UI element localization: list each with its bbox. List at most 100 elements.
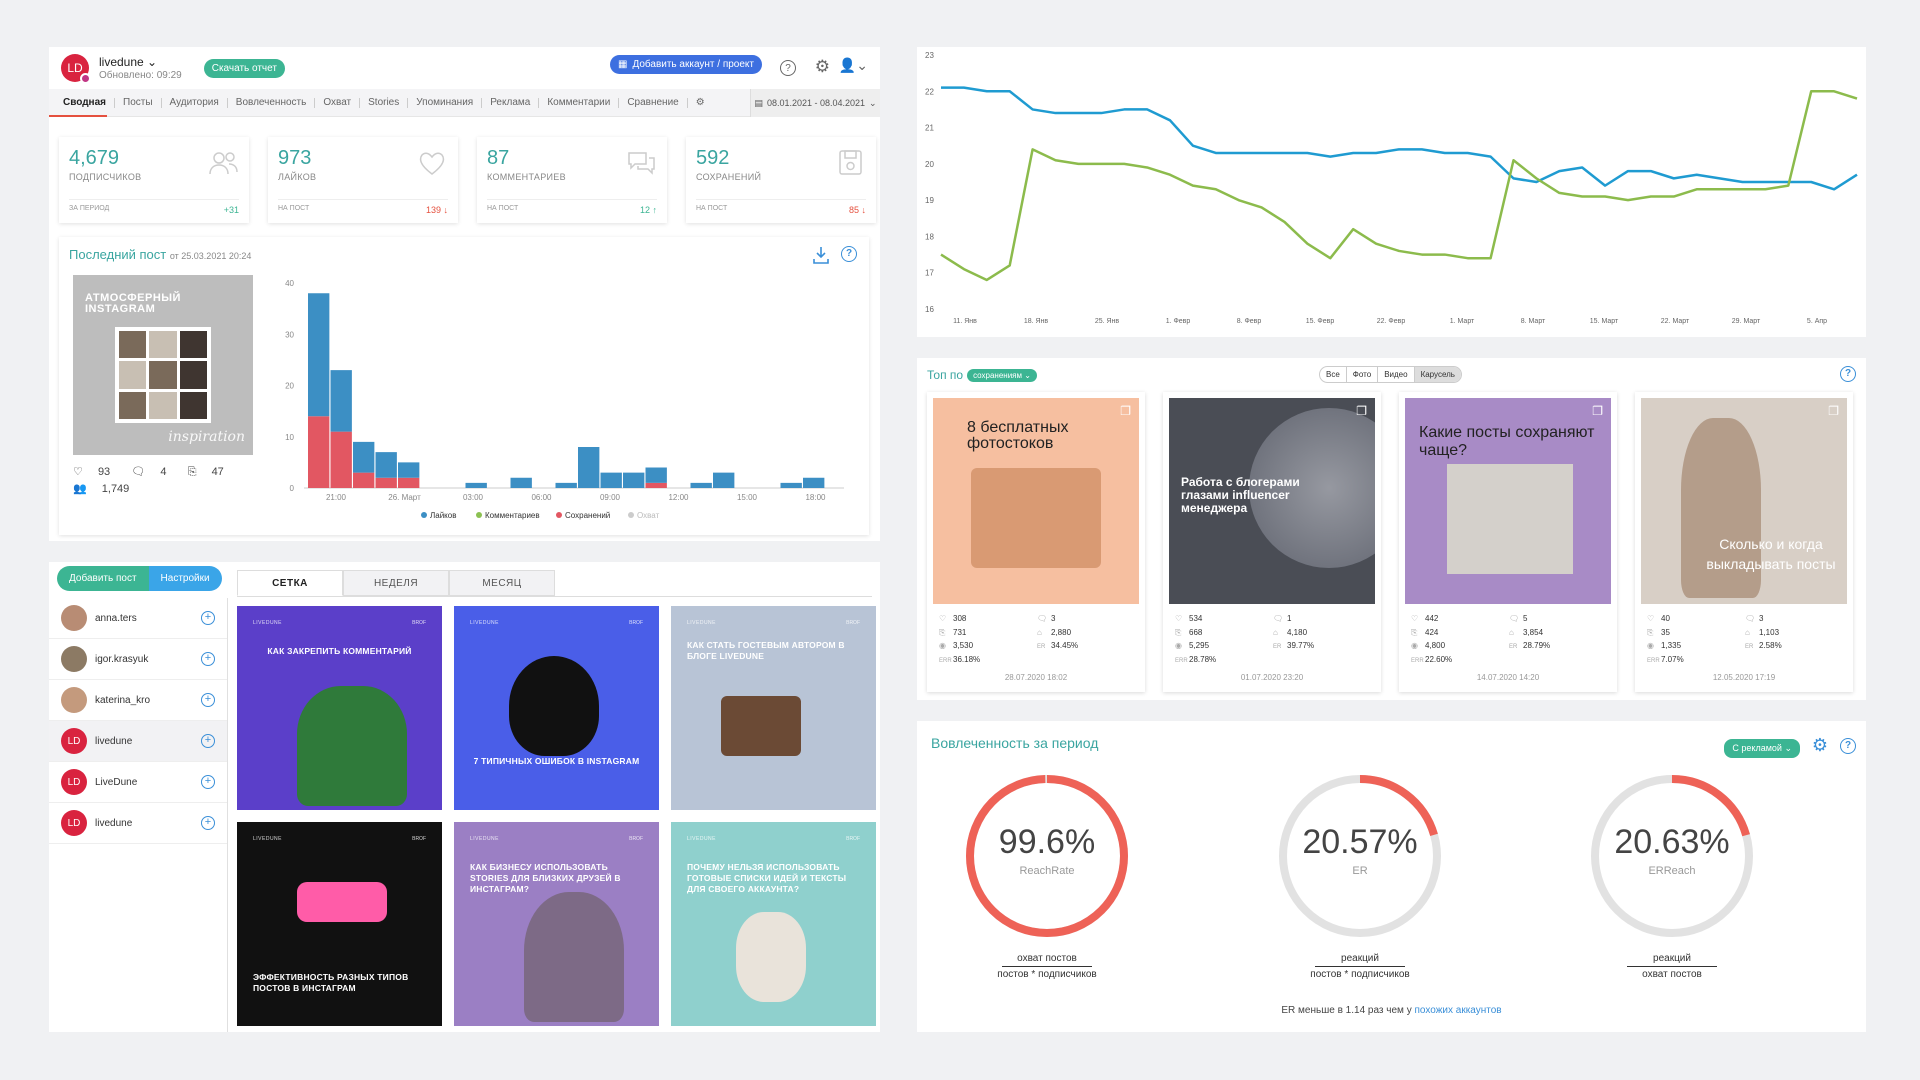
carousel-icon: ❐ (1828, 404, 1839, 418)
engagement-panel: Вовлеченность за период С рекламой ⌄ ⚙ ?… (917, 721, 1866, 1032)
tab-summary[interactable]: Сводная (55, 97, 115, 108)
filter-all[interactable]: Все (1320, 367, 1347, 382)
add-account-button[interactable]: ▦ Добавить аккаунт / проект (609, 55, 762, 74)
tab-grid[interactable]: СЕТКА (237, 570, 343, 596)
account-name: livedune (95, 735, 133, 747)
account-list: anna.ters + igor.krasyuk + katerina_kro + LD li… (49, 598, 227, 844)
account-list-item[interactable]: LD LiveDune + (49, 762, 227, 803)
gear-icon[interactable]: ⚙ (1811, 735, 1828, 755)
hourly-bar-chart: 0 10 20 30 40 21:00 26. Март 03:00 06:00 09:00 12:… (285, 279, 844, 520)
heart-icon: ♡ (1175, 614, 1183, 623)
tab-posts[interactable]: Посты (115, 97, 162, 108)
download-report-button[interactable]: Скачать отчет (203, 58, 285, 78)
heart-icon: ♡ (1411, 614, 1419, 623)
settings-button[interactable]: Настройки (148, 566, 222, 591)
filter-carousel[interactable]: Карусель (1414, 367, 1461, 382)
metric-ring: 20.57% ER реакций постов * подписчиков (1275, 771, 1445, 980)
top-post-card[interactable]: Работа с блогерами глазами influencer ме… (1163, 392, 1381, 692)
summary-panel: LD livedune ⌄ Обновлено: 09:29 Скачать о… (49, 47, 880, 541)
y-tick-label: 19 (925, 196, 934, 205)
tab-comments[interactable]: Комментарии (539, 97, 620, 108)
download-icon[interactable] (811, 245, 831, 265)
last-post-thumbnail[interactable]: АТМОСФЕРНЫЙ INSTAGRAM inspiration (73, 275, 253, 455)
tab-mentions[interactable]: Упоминания (408, 97, 483, 108)
post-metrics-left: ♡ 40 ⎘ 35 ◉ 1,335 ERR7.07% (1647, 614, 1684, 664)
tile-caption: КАК ЗАКРЕПИТЬ КОММЕНТАРИЙ (267, 646, 412, 656)
help-icon[interactable]: ? (841, 246, 857, 262)
top-post-card[interactable]: Сколько и когда выкладывать посты ❐ ♡ 40 ⎘… (1635, 392, 1853, 692)
post-tile[interactable]: LIVEDUNE BROF КАК БИЗНЕСУ ИСПОЛЬЗОВАТЬ STO… (454, 822, 659, 1026)
account-list-item[interactable]: LD livedune + (49, 803, 227, 844)
account-list-item[interactable]: igor.krasyuk + (49, 639, 227, 680)
similar-accounts-link[interactable]: похожих аккаунтов (1414, 1005, 1502, 1016)
help-icon[interactable]: ? (1840, 366, 1856, 382)
tab-compare[interactable]: Сравнение (619, 97, 688, 108)
bar-likes (353, 441, 375, 473)
plus-icon[interactable]: + (201, 693, 215, 707)
date-range-picker[interactable]: ▤ 08.01.2021 - 08.04.2021 ⌄ (750, 89, 880, 117)
tab-stories[interactable]: Stories (360, 97, 409, 108)
top-post-card[interactable]: Какие посты сохраняют чаще? ❐ ♡ 442 ⎘ 424 ◉… (1399, 392, 1617, 692)
tile-illustration (297, 686, 407, 806)
post-tile[interactable]: LIVEDUNE BROF КАК СТАТЬ ГОСТЕВЫМ АВТОРОМ В… (671, 606, 876, 810)
account-list-item[interactable]: LD livedune + (49, 721, 227, 762)
plus-icon[interactable]: + (201, 816, 215, 830)
tab-reach[interactable]: Охват (315, 97, 361, 108)
post-tile[interactable]: LIVEDUNE BROF ПОЧЕМУ НЕЛЬЗЯ ИСПОЛЬЗОВАТЬ Г… (671, 822, 876, 1026)
post-metrics-left: ♡ 442 ⎘ 424 ◉ 4,800 ERR22.60% (1411, 614, 1453, 664)
series-line-green (940, 90, 1858, 282)
avatar (61, 605, 87, 631)
bar-saves (308, 416, 330, 488)
filter-photo[interactable]: Фото (1347, 367, 1379, 382)
ring-gauge (966, 775, 1128, 937)
post-image: Сколько и когда выкладывать посты ❐ (1641, 398, 1847, 604)
save-icon: ⎘ (1411, 627, 1418, 637)
post-grid: LIVEDUNE BROF КАК ЗАКРЕПИТЬ КОММЕНТАРИЙ LIV… (237, 606, 876, 1026)
help-icon[interactable]: ? (780, 60, 796, 76)
filter-video[interactable]: Видео (1378, 367, 1415, 382)
account-avatar[interactable]: LD (61, 54, 91, 84)
x-tick-label: 25. Янв (1095, 318, 1120, 325)
account-list-item[interactable]: anna.ters + (49, 598, 227, 639)
bar-likes (645, 467, 667, 483)
legend-swatch (421, 512, 427, 518)
legend-label[interactable]: Комментариев (485, 511, 540, 520)
plus-icon[interactable]: + (201, 652, 215, 666)
plus-icon[interactable]: + (201, 775, 215, 789)
account-list-item[interactable]: katerina_kro + (49, 680, 227, 721)
post-tile[interactable]: LIVEDUNE BROF КАК ЗАКРЕПИТЬ КОММЕНТАРИЙ (237, 606, 442, 810)
sort-dropdown[interactable]: сохранениям ⌄ (967, 368, 1037, 382)
tab-audience[interactable]: Аудитория (162, 97, 228, 108)
x-tick-label: 15:00 (737, 493, 758, 502)
ring-gauge (1279, 775, 1441, 937)
tile-caption: КАК БИЗНЕСУ ИСПОЛЬЗОВАТЬ STORIES ДЛЯ БЛИ… (470, 862, 621, 894)
gear-icon[interactable]: ⚙ (814, 57, 830, 76)
post-tile[interactable]: LIVEDUNE BROF ЭФФЕКТИВНОСТЬ РАЗНЫХ ТИПОВ П… (237, 822, 442, 1026)
add-post-button[interactable]: Добавить пост (57, 566, 149, 591)
tab-month[interactable]: МЕСЯЦ (449, 570, 555, 596)
line-chart: 16 17 18 19 20 21 22 23 11. Янв 18. Янв 25. Янв 1. … (925, 51, 1858, 325)
ads-filter-dropdown[interactable]: С рекламой ⌄ (1724, 739, 1800, 758)
bar-likes (600, 472, 622, 488)
x-tick-label: 03:00 (463, 493, 484, 502)
bar-likes (803, 477, 825, 488)
top-post-card[interactable]: 8 бесплатных фотостоков ❐ ♡ 308 ⎘ 731 ◉ 3,53… (927, 392, 1145, 692)
bar-likes (465, 482, 487, 488)
legend-label[interactable]: Охват (637, 511, 660, 520)
legend-label[interactable]: Сохранений (565, 511, 610, 520)
plus-icon[interactable]: + (201, 734, 215, 748)
plus-icon[interactable]: + (201, 611, 215, 625)
post-tile[interactable]: LIVEDUNE BROF 7 ТИПИЧНЫХ ОШИБОК В INSTAGRA… (454, 606, 659, 810)
tab-ads[interactable]: Реклама (482, 97, 540, 108)
comment-icon: 🗨 (1037, 614, 1048, 623)
tab-engagement[interactable]: Вовлеченность (228, 97, 316, 108)
tab-week[interactable]: НЕДЕЛЯ (343, 570, 449, 596)
user-menu-icon[interactable]: 👤⌄ (838, 57, 868, 73)
account-name[interactable]: livedune ⌄ (99, 55, 158, 69)
legend-swatch (628, 512, 634, 518)
y-tick-label: 40 (285, 279, 294, 288)
bar-saves (375, 477, 397, 488)
tab-settings-icon[interactable]: ⚙ (695, 96, 705, 108)
help-icon[interactable]: ? (1840, 738, 1856, 754)
legend-label[interactable]: Лайков (430, 511, 456, 520)
